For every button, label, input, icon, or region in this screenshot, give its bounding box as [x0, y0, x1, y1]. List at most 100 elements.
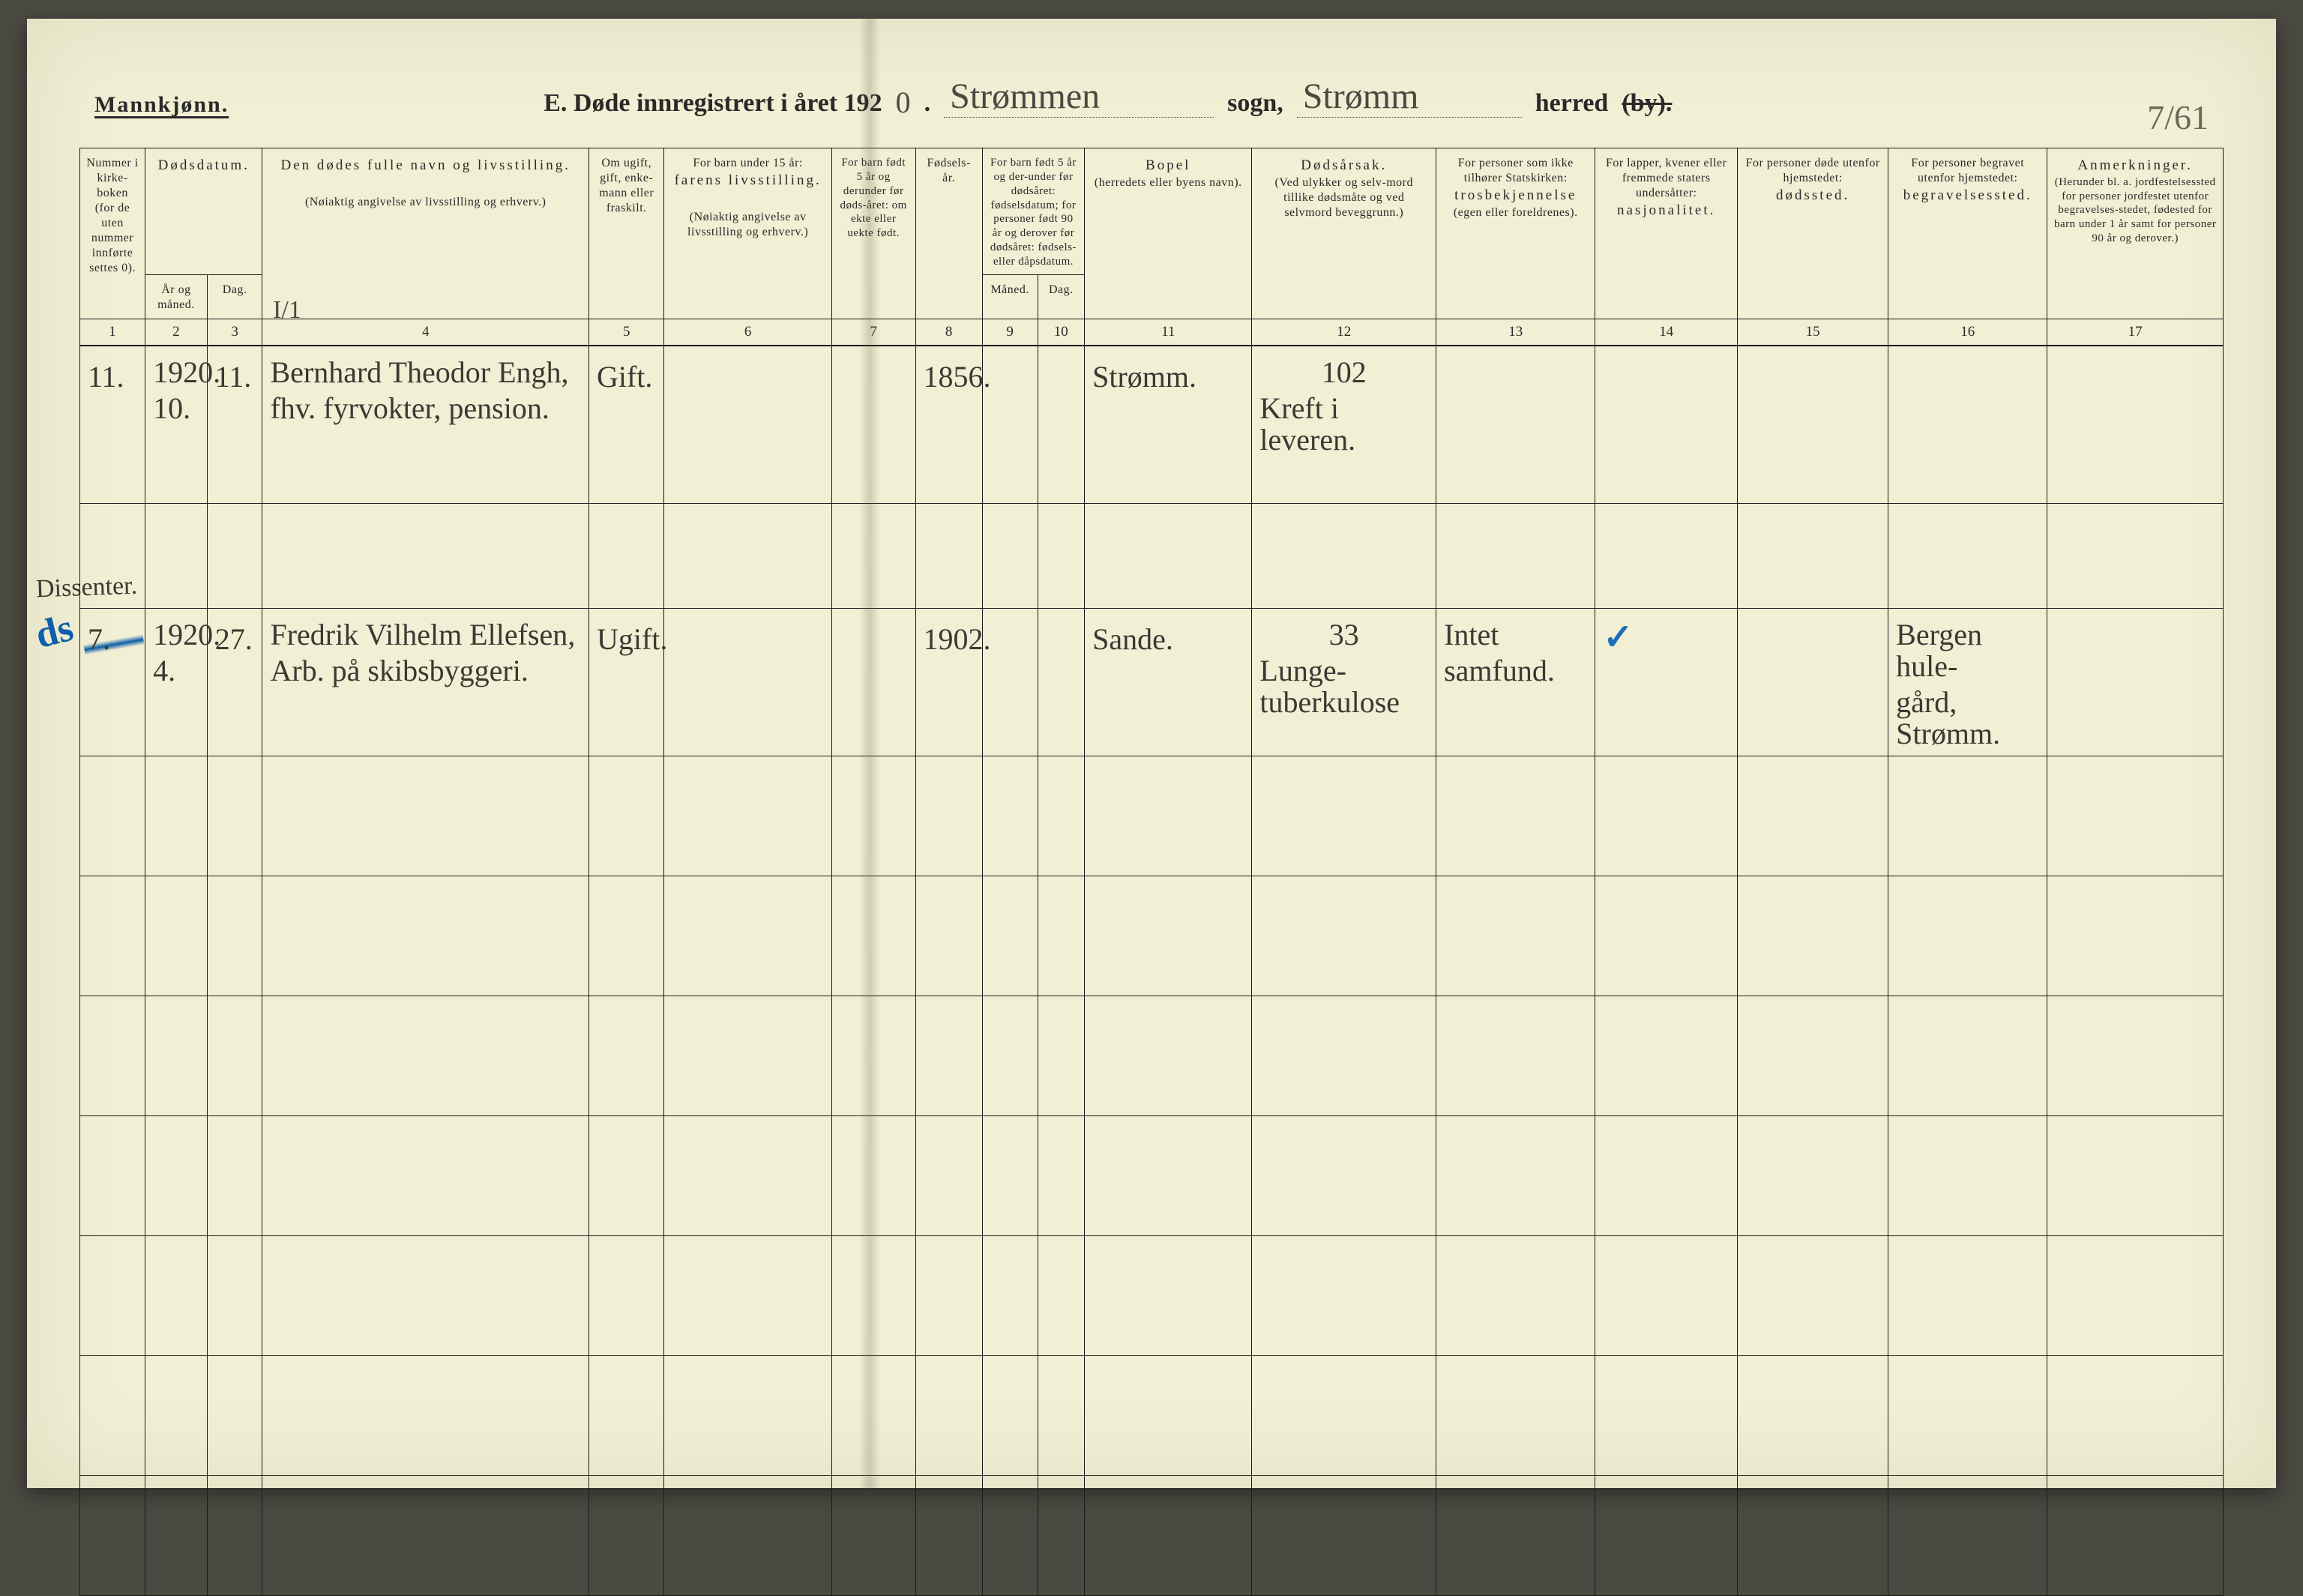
- colnum: 13: [1436, 319, 1595, 346]
- title-period: .: [924, 89, 931, 118]
- th-2: År og måned.: [145, 275, 208, 319]
- colnum: 15: [1738, 319, 1888, 346]
- cell-6: [664, 346, 831, 503]
- table-row-empty: [80, 1355, 2224, 1475]
- th-9-10-group: For barn født 5 år og der-under før døds…: [982, 148, 1084, 275]
- th-6: For barn under 15 år: farens livsstillin…: [664, 148, 831, 319]
- colnum: 3: [207, 319, 262, 346]
- colnum: 16: [1888, 319, 2047, 346]
- colnum: 7: [831, 319, 915, 346]
- cell-10: [1038, 608, 1085, 756]
- herred-label: herred: [1535, 89, 1609, 118]
- colnum: 1: [80, 319, 145, 346]
- cell-13: Intetsamfund.: [1436, 608, 1595, 756]
- th-9: Måned.: [982, 275, 1038, 319]
- cell-5: Gift.: [588, 346, 664, 503]
- colnum: 11: [1085, 319, 1252, 346]
- cell-13: [1436, 346, 1595, 503]
- colnum: 8: [915, 319, 982, 346]
- table-row-empty: [80, 876, 2224, 996]
- colnum: 10: [1038, 319, 1085, 346]
- checkmark-icon: ✓: [1603, 618, 1633, 657]
- th-11: Bopel (herredets eller byens navn).: [1085, 148, 1252, 319]
- table-row-empty: [80, 1475, 2224, 1595]
- table-head: Nummer i kirke-boken (for de uten nummer…: [80, 148, 2224, 346]
- herred-value: Strømm: [1297, 79, 1522, 118]
- gender-label: Mannkjønn.: [94, 92, 229, 118]
- cell-14: ✓: [1595, 608, 1738, 756]
- title-block: E. Døde innregistrert i året 192 0 . Str…: [544, 79, 1672, 118]
- colnum: 5: [588, 319, 664, 346]
- th-2-3-group: Dødsdatum.: [145, 148, 262, 275]
- cell-9: [982, 608, 1038, 756]
- column-number-row: 1 2 3 4 5 6 7 8 9 10 11 12 13 14 15 16 1…: [80, 319, 2224, 346]
- table-row-empty: [80, 1235, 2224, 1355]
- cell-16: Bergen hule-gård, Strømm.: [1888, 608, 2047, 756]
- th-7: For barn født 5 år og derunder før døds-…: [831, 148, 915, 319]
- ledger-page: Mannkjønn. E. Døde innregistrert i året …: [27, 19, 2276, 1488]
- th-15: For personer døde utenfor hjemstedet: dø…: [1738, 148, 1888, 319]
- colnum: 17: [2047, 319, 2224, 346]
- th-13: For personer som ikke tilhører Statskirk…: [1436, 148, 1595, 319]
- cell-2: 1920.10.: [145, 346, 208, 503]
- th-10: Dag.: [1038, 275, 1085, 319]
- cell-12: 33Lunge-tuberkulose: [1252, 608, 1436, 756]
- cell-8: 1856.: [915, 346, 982, 503]
- cell-1: 11.: [80, 346, 145, 503]
- th-3: Dag.: [207, 275, 262, 319]
- page-header: Mannkjønn. E. Døde innregistrert i året …: [79, 64, 2224, 148]
- cell-17: [2047, 346, 2224, 503]
- cell-4: Bernhard Theodor Engh,fhv. fyrvokter, pe…: [262, 346, 589, 503]
- th-12: Dødsårsak. (Ved ulykker og selv-mord til…: [1252, 148, 1436, 319]
- cell-7: [831, 346, 915, 503]
- cell-16: [1888, 346, 2047, 503]
- sogn-label: sogn,: [1227, 89, 1283, 118]
- table-row: 11. 1920.10. 11. Bernhard Theodor Engh,f…: [80, 346, 2224, 503]
- ledger-table: Nummer i kirke-boken (for de uten nummer…: [79, 148, 2224, 1596]
- colnum: 4: [262, 319, 589, 346]
- th-4: Den dødes fulle navn og livsstilling. (N…: [262, 148, 589, 319]
- colnum: 14: [1595, 319, 1738, 346]
- cell-5: Ugift.: [588, 608, 664, 756]
- th-17: Anmerkninger. (Herunder bl. a. jordfeste…: [2047, 148, 2224, 319]
- sogn-value: Strømmen: [944, 79, 1214, 118]
- colnum: 12: [1252, 319, 1436, 346]
- table-row-empty: [80, 1115, 2224, 1235]
- th-1: Nummer i kirke-boken (for de uten nummer…: [80, 148, 145, 319]
- cell-6: [664, 608, 831, 756]
- cell-12: 102Kreft i leveren.: [1252, 346, 1436, 503]
- page-number: 7/61: [2147, 97, 2209, 137]
- table-row-empty: [80, 756, 2224, 876]
- cell-8: 1902.: [915, 608, 982, 756]
- cell-14: [1595, 346, 1738, 503]
- cell-9: [982, 346, 1038, 503]
- herred-strike: (by).: [1622, 89, 1672, 118]
- cell-11: Strømm.: [1085, 346, 1252, 503]
- margin-mark-blue: ds: [31, 605, 78, 657]
- col4-handwritten-mark: I/1: [273, 296, 301, 325]
- margin-note-dissenter: Dissenter.: [35, 571, 137, 603]
- colnum: 6: [664, 319, 831, 346]
- cell-3: 27.: [207, 608, 262, 756]
- cell-15: [1738, 608, 1888, 756]
- cell-10: [1038, 346, 1085, 503]
- colnum: 2: [145, 319, 208, 346]
- cell-1: 7.: [80, 608, 145, 756]
- th-8: Fødsels-år.: [915, 148, 982, 319]
- table-row: 7. 1920.4. 27. Fredrik Vilhelm Ellefsen,…: [80, 608, 2224, 756]
- cell-7: [831, 608, 915, 756]
- title-year-digit: 0: [896, 88, 911, 118]
- cell-4: Fredrik Vilhelm Ellefsen,Arb. på skibsby…: [262, 608, 589, 756]
- cell-15: [1738, 346, 1888, 503]
- table-body: 11. 1920.10. 11. Bernhard Theodor Engh,f…: [80, 346, 2224, 1595]
- th-16: For personer begravet utenfor hjemstedet…: [1888, 148, 2047, 319]
- table-row-empty: [80, 503, 2224, 608]
- th-14: For lapper, kvener eller fremmede stater…: [1595, 148, 1738, 319]
- th-5: Om ugift, gift, enke-mann eller fraskilt…: [588, 148, 664, 319]
- cell-11: Sande.: [1085, 608, 1252, 756]
- cell-17: [2047, 608, 2224, 756]
- title-printed: E. Døde innregistrert i året 192: [544, 89, 882, 118]
- colnum: 9: [982, 319, 1038, 346]
- cell-3: 11.: [207, 346, 262, 503]
- table-row-empty: [80, 996, 2224, 1115]
